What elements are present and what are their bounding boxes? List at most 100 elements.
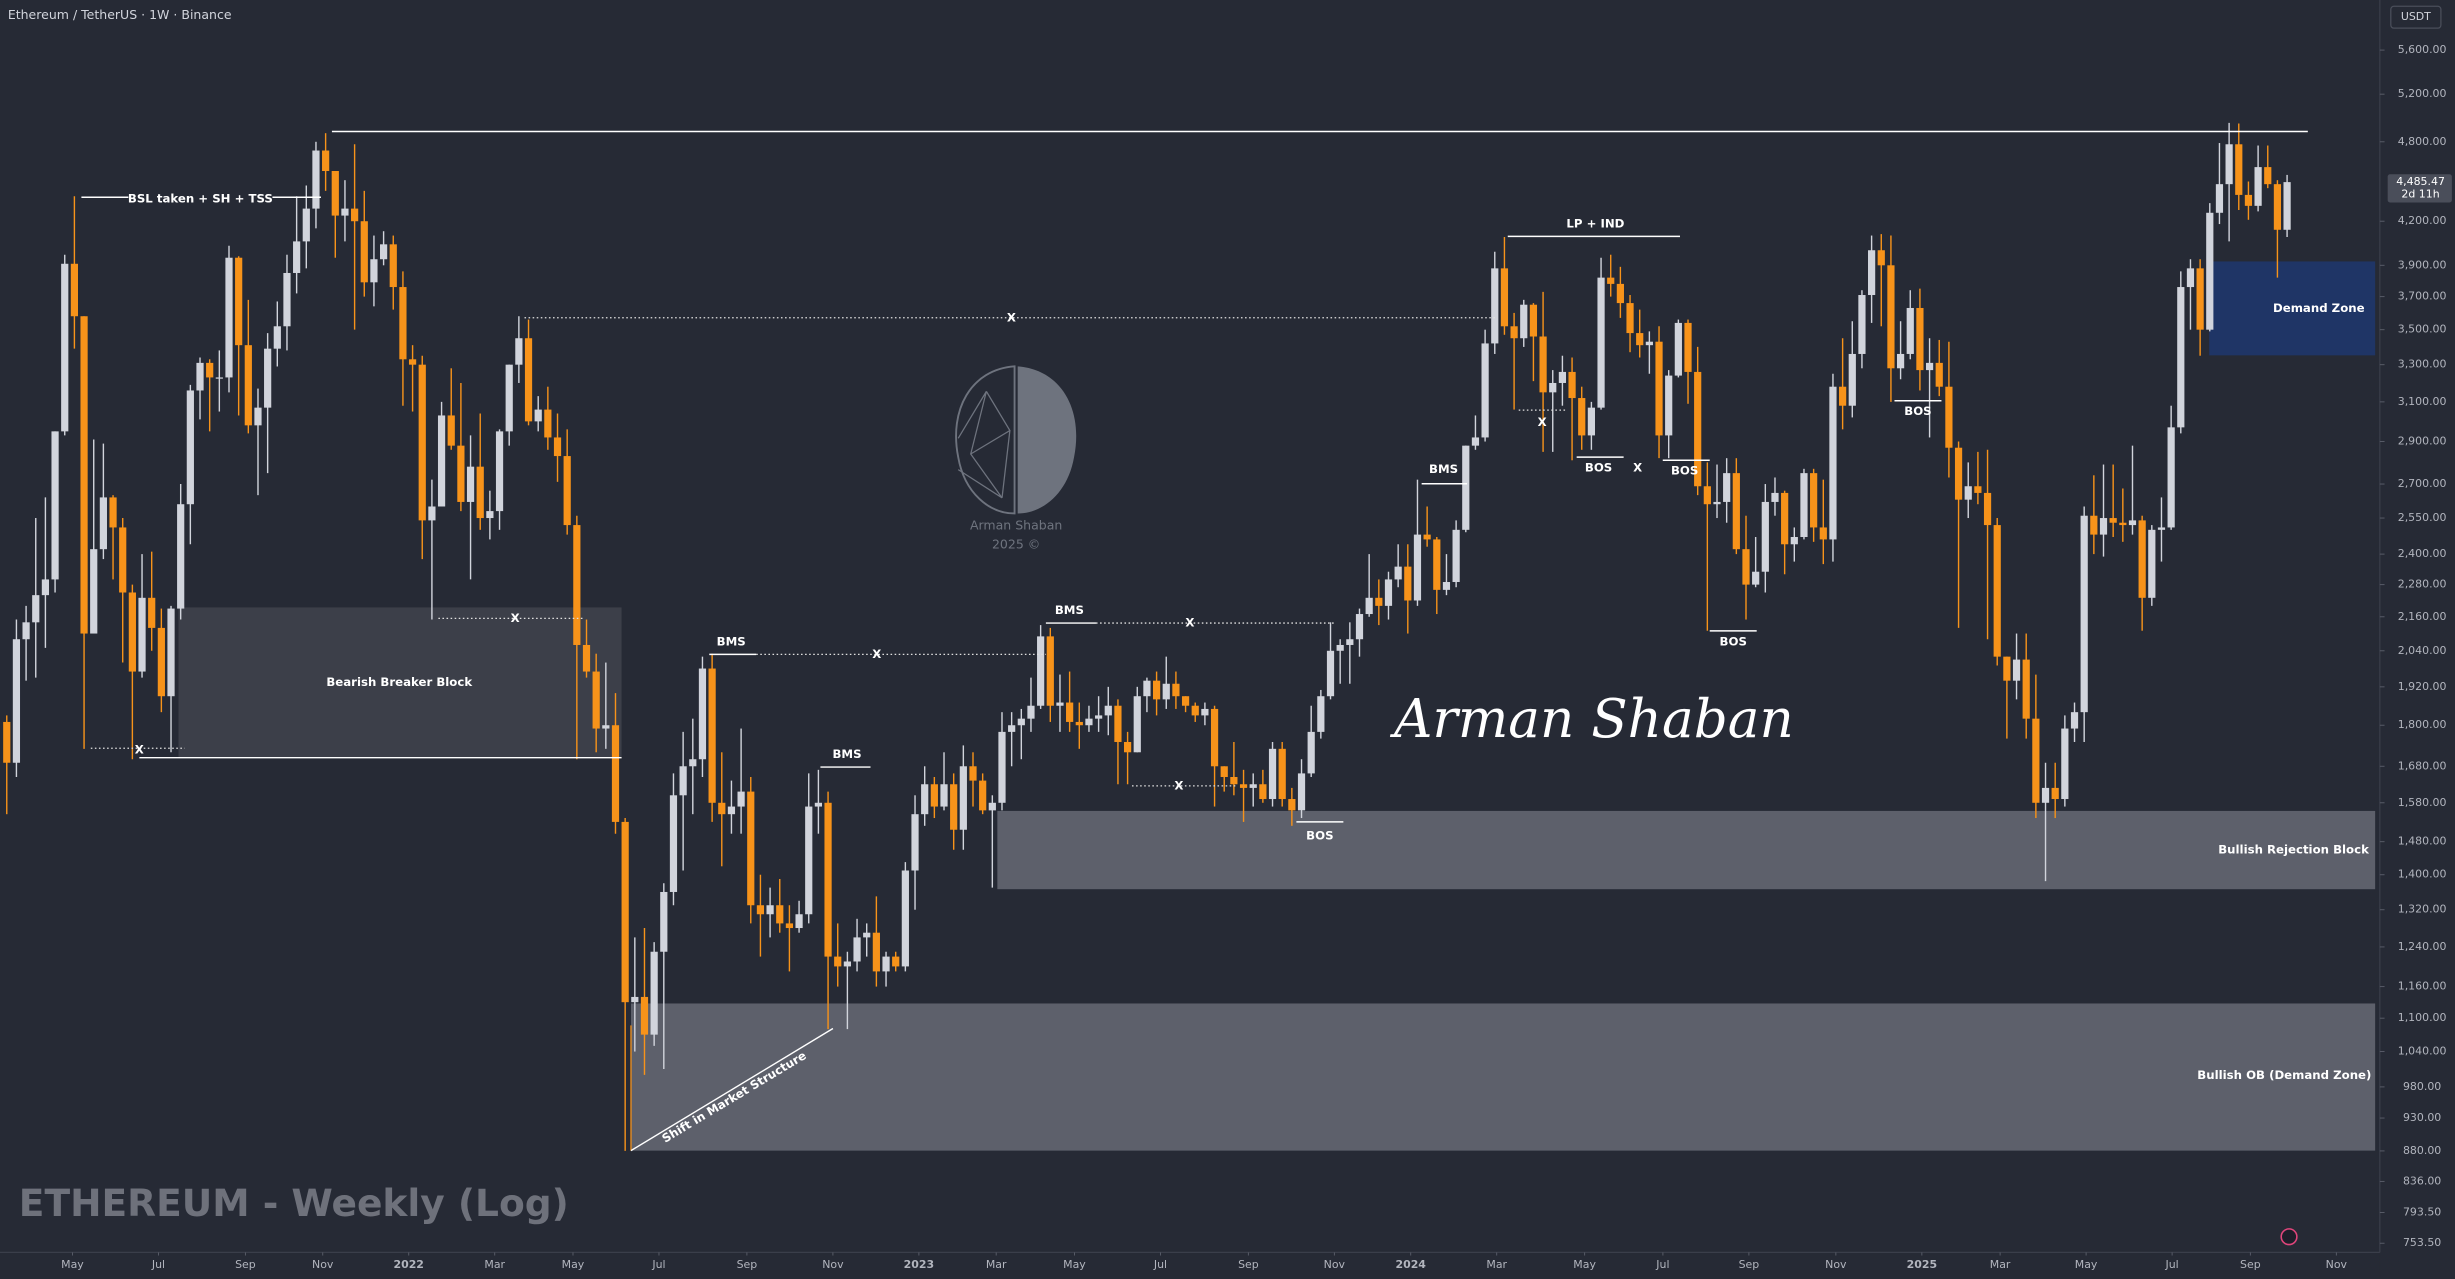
- y-tick-label: 1,680.00: [2398, 759, 2447, 772]
- y-tick-label: 1,160.00: [2398, 980, 2447, 993]
- watermark: Arman Shaban 2025 ©: [955, 365, 1077, 551]
- candle-body: [1056, 702, 1064, 706]
- x-tick-label: May: [2075, 1258, 2098, 1271]
- logo-left: [955, 365, 1016, 515]
- candle-body: [1510, 326, 1518, 339]
- candle-body: [1249, 784, 1257, 788]
- y-tick-label: 1,920.00: [2398, 680, 2447, 693]
- x-tick-label: Nov: [1324, 1258, 1346, 1271]
- candle-body: [2254, 167, 2262, 206]
- candle-body: [1181, 696, 1190, 706]
- candle-body: [544, 409, 552, 438]
- x-tick-label: Sep: [737, 1258, 758, 1271]
- y-tick-label: 1,320.00: [2398, 903, 2447, 916]
- candle-body: [679, 766, 687, 796]
- watermark-name: Arman Shaban: [970, 518, 1062, 533]
- candle-body: [1549, 382, 1557, 393]
- candle-body: [1819, 527, 1827, 540]
- icon: [2280, 1228, 2298, 1246]
- candle-body: [1355, 614, 1364, 640]
- candle-body: [399, 287, 407, 360]
- candle-body: [631, 996, 639, 1003]
- candle-body: [2215, 184, 2224, 213]
- candle-body: [1858, 295, 1866, 354]
- candle-body: [689, 759, 697, 767]
- candle-body: [1703, 486, 1711, 505]
- candle-body: [785, 923, 794, 929]
- candle-body: [1066, 702, 1074, 722]
- signature: Arman Shaban: [1389, 688, 1794, 750]
- x-tick-label: Mar: [1990, 1258, 2011, 1271]
- candle-body: [1616, 283, 1624, 304]
- candle-body: [264, 348, 272, 408]
- candle-body: [2119, 522, 2127, 526]
- annotation: BOS: [1306, 828, 1333, 842]
- candle-body: [1239, 784, 1248, 788]
- candle-body: [2041, 787, 2050, 803]
- annotation: BOS: [1585, 461, 1612, 475]
- candle-body: [1868, 250, 1876, 296]
- candle-body: [2003, 656, 2011, 681]
- candle-body: [254, 407, 262, 426]
- candle-body: [1974, 486, 1982, 493]
- candle-body: [177, 504, 185, 609]
- candle-body: [476, 466, 484, 519]
- candle-body: [737, 791, 745, 807]
- chart-title: ETHEREUM - Weekly (Log): [19, 1181, 569, 1225]
- candle-body: [293, 241, 301, 273]
- candle-body: [1732, 473, 1740, 550]
- candle-body: [553, 437, 562, 457]
- x-tick-label: May: [562, 1258, 585, 1271]
- candle-body: [379, 244, 388, 260]
- candle-body: [1095, 715, 1103, 719]
- candle-body: [1993, 525, 2001, 657]
- candle-body: [1742, 549, 1750, 585]
- candle-body: [1887, 265, 1895, 369]
- candle-body: [524, 338, 533, 422]
- candle-body: [1442, 582, 1451, 590]
- candle-body: [408, 359, 417, 365]
- candle-body: [1491, 268, 1499, 344]
- candle-body: [1230, 776, 1238, 785]
- annotation: X: [1185, 616, 1194, 630]
- candle-body: [1210, 708, 1219, 767]
- candle-body: [1597, 277, 1605, 408]
- candle-body: [370, 259, 378, 283]
- candle-body: [573, 525, 581, 645]
- candle-body: [1297, 773, 1306, 811]
- candle-body: [495, 431, 504, 512]
- annotation: Demand Zone: [2273, 301, 2365, 315]
- candle-body: [1394, 566, 1402, 580]
- candle-body: [1124, 741, 1132, 753]
- x-tick-label: May: [1573, 1258, 1596, 1271]
- candle-body: [1104, 705, 1112, 716]
- candle-body: [660, 891, 668, 952]
- candle-body: [1684, 322, 1692, 372]
- y-tick-label: 880.00: [2403, 1144, 2441, 1157]
- annotation: BMS: [1055, 603, 1084, 617]
- breaker-block: [178, 607, 622, 758]
- candle-body: [1877, 250, 1885, 266]
- candle-body: [1665, 375, 1673, 436]
- candle-body: [998, 731, 1006, 803]
- candle-body: [1288, 799, 1296, 811]
- candle-body: [1481, 343, 1489, 438]
- candle-body: [2051, 787, 2059, 800]
- candle-body: [1655, 341, 1663, 436]
- annotation: X: [872, 647, 881, 661]
- candle-body: [911, 814, 919, 871]
- candle-body: [669, 795, 678, 892]
- candle-body: [1529, 304, 1538, 337]
- candle-body: [215, 377, 223, 379]
- annotation: X: [1174, 778, 1183, 792]
- candle-body: [32, 595, 40, 623]
- candle-body: [389, 244, 397, 288]
- candle-body: [90, 549, 98, 634]
- candle-body: [1916, 307, 1924, 371]
- candle-body: [1346, 639, 1354, 645]
- candle-body: [61, 263, 69, 432]
- rejection-block: [997, 810, 2376, 890]
- candle-body: [196, 362, 204, 391]
- x-tick-label: Mar: [1486, 1258, 1507, 1271]
- price-axis-bg: [2379, 0, 2455, 1279]
